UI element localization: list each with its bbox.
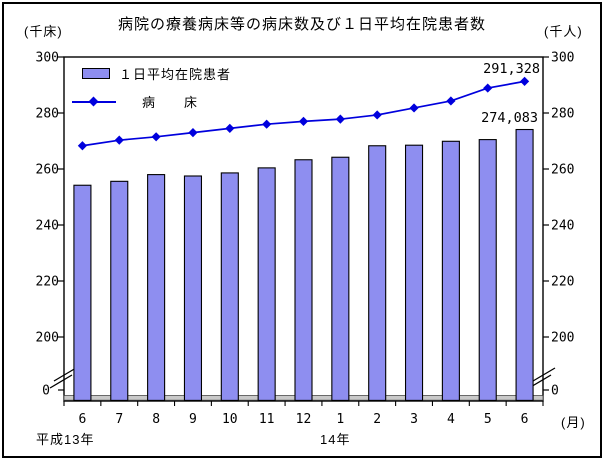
line-diamond-marker [409,103,419,113]
line-diamond-marker [298,116,309,126]
line-diamond-marker [151,132,161,142]
month-label: 4 [447,412,455,427]
legend-line-label: 病 床 [142,95,199,110]
bar-month-7 [110,180,129,401]
line-diamond-marker [77,141,88,151]
bar-month-1 [331,156,350,401]
month-label: 6 [521,412,529,427]
bar-month-2 [368,145,387,401]
era-label-heisei13: 平成13年 [36,432,95,447]
right-axis-tick-label: 260 [551,163,574,178]
bar-month-5 [478,139,497,401]
month-label: 2 [373,412,381,427]
left-axis-unit-label: (千床) [24,24,63,39]
bar-month-8 [147,174,166,401]
right-axis-tick-label: 220 [551,275,574,290]
right-axis-tick-label: 300 [551,51,574,66]
month-label: 11 [259,412,275,427]
right-axis-unit-label: (千人) [544,24,583,39]
inpatients-last-value-label: 274,083 [481,110,538,126]
left-axis-tick-label: 260 [36,163,59,178]
line-diamond-marker [483,83,493,93]
line-diamond-marker [114,135,124,145]
bar-month-4 [441,140,460,401]
month-label: 5 [484,412,492,427]
line-diamond-marker [519,76,530,86]
left-axis-tick-label: 220 [36,275,59,290]
month-label: 9 [189,412,197,427]
left-axis-tick-label: 240 [36,219,59,234]
bar-month-6 [515,128,534,401]
left-axis-tick-label: 0 [42,384,50,399]
right-axis-tick-label: 240 [551,219,574,234]
month-label: 1 [336,412,344,427]
left-axis-break-mark [49,374,73,389]
bar-month-11 [257,167,276,401]
diamond-marker-icon [88,96,99,107]
bar-month-12 [294,159,313,401]
right-axis-tick-label: 0 [551,384,559,399]
right-axis-break-mark [532,367,556,382]
left-axis-tick-label: 200 [36,331,59,346]
chart-title: 病院の療養病床等の病床数及び１日平均在院患者数 [117,16,486,33]
right-axis-tick-label: 200 [551,331,574,346]
left-axis-tick-label: 280 [36,107,59,122]
bar-month-3 [404,144,424,401]
line-diamond-marker [335,114,345,124]
beds-last-value-label: 291,328 [483,61,540,77]
legend-bar-label: １日平均在院患者 [119,67,232,82]
line-diamond-marker [262,119,272,129]
month-label: 12 [296,412,312,427]
line-series-sample [72,96,116,107]
legend-item-beds: 病 床 [72,92,198,111]
left-axis-break-mark [53,367,77,382]
bar-month-10 [220,172,239,401]
month-unit-label: (月) [561,415,586,430]
month-label: 6 [79,412,87,427]
era-label-heisei14: 14年 [320,432,351,447]
line-diamond-marker [225,123,235,133]
month-label: 7 [115,412,123,427]
line-diamond-marker [188,128,198,138]
line-diamond-marker [446,96,456,106]
bar-series-swatch [82,68,110,79]
left-axis-tick-label: 300 [36,51,59,66]
bar-month-9 [183,175,203,401]
plot-area-border [63,56,544,402]
bar-month-6 [73,184,92,401]
legend-item-inpatients: １日平均在院患者 [82,64,231,83]
month-label: 10 [222,412,238,427]
month-label: 3 [410,412,418,427]
right-axis-tick-label: 280 [551,107,574,122]
month-label: 8 [152,412,160,427]
line-diamond-marker [372,110,382,120]
